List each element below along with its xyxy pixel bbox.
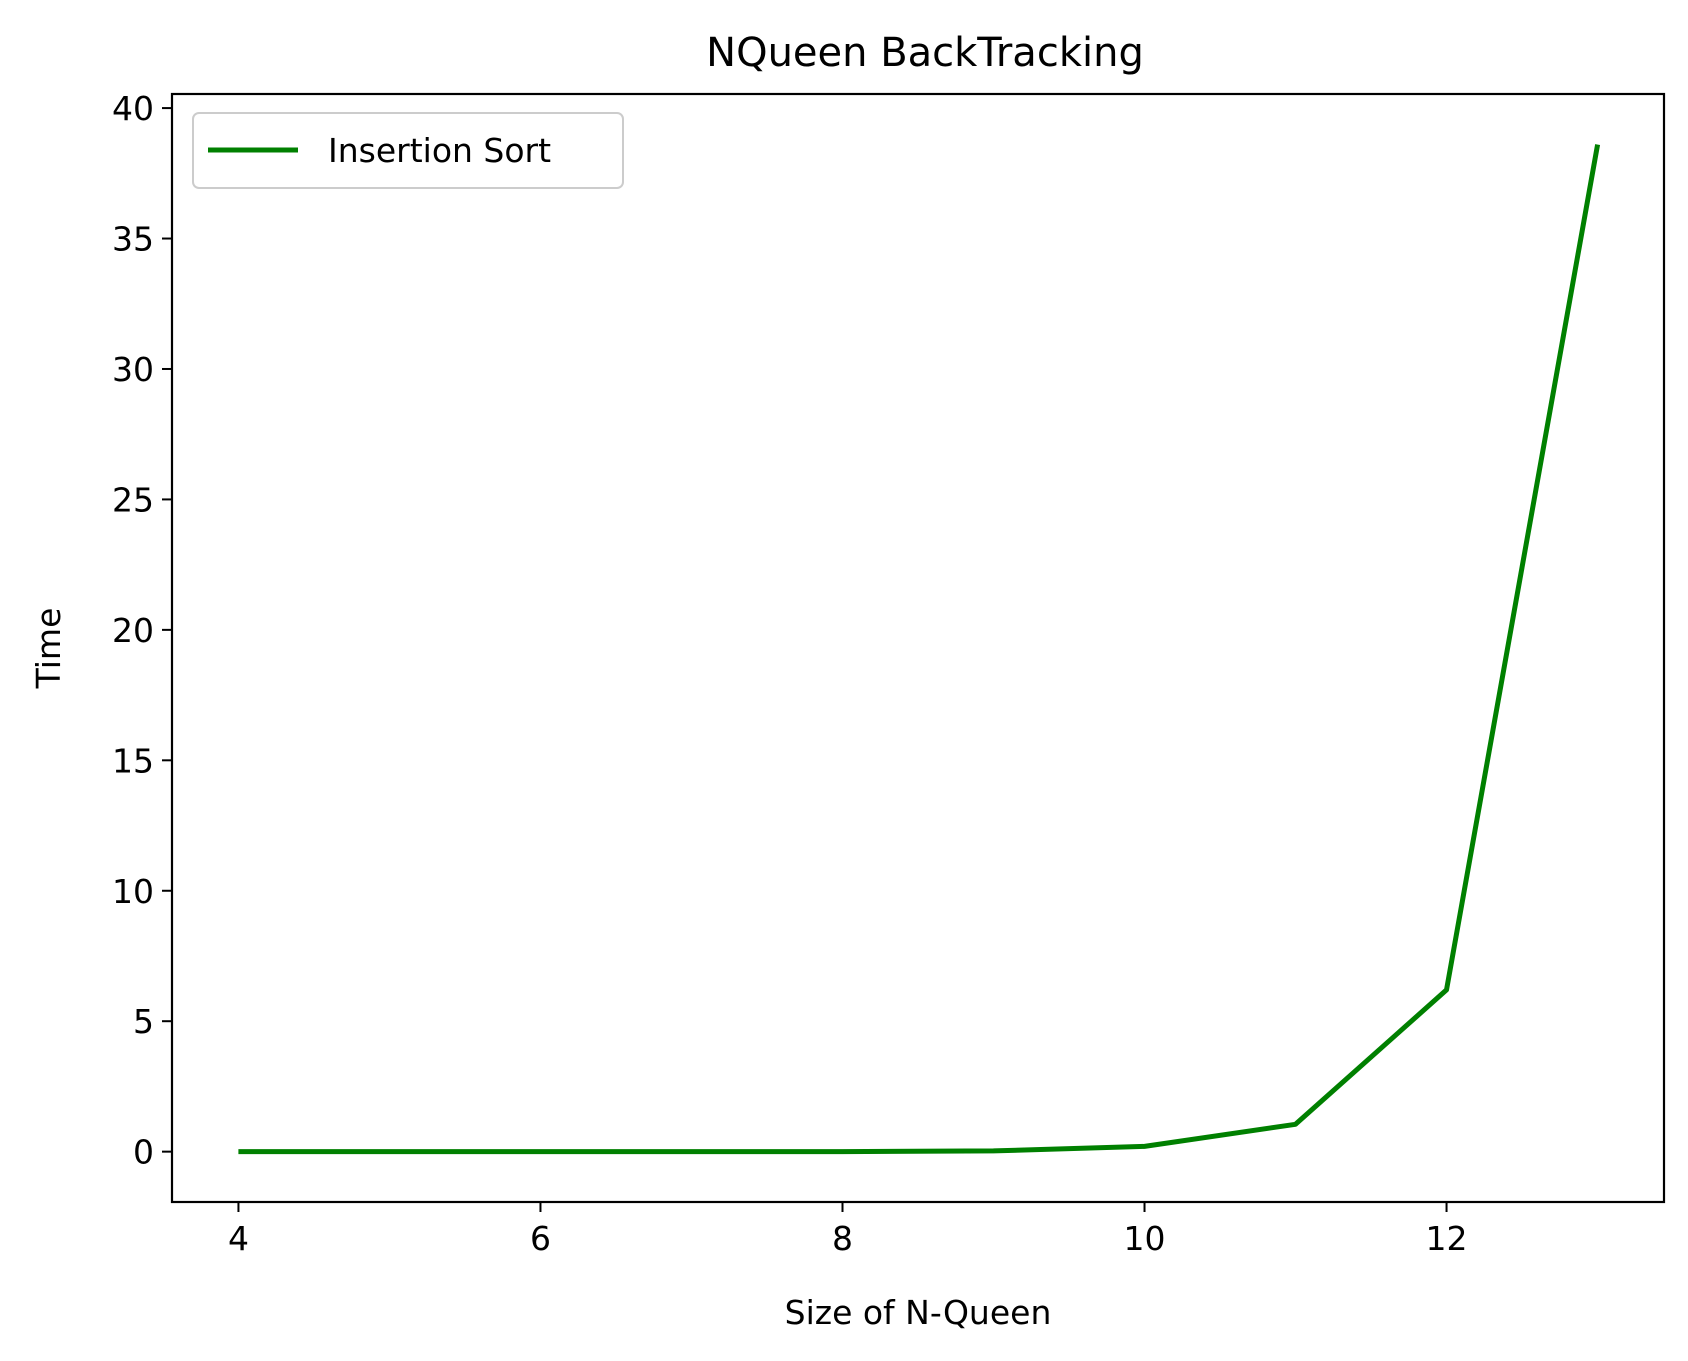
x-tick-label: 10 <box>1124 1219 1166 1258</box>
y-tick-label: 25 <box>112 480 154 519</box>
x-tick-label: 12 <box>1426 1219 1468 1258</box>
y-axis-label: Time <box>29 608 68 690</box>
x-tick-label: 4 <box>228 1219 249 1258</box>
y-tick-label: 10 <box>112 872 154 911</box>
legend: Insertion Sort <box>192 112 624 189</box>
series-layer <box>238 144 1601 1155</box>
chart-title: NQueen BackTracking <box>706 30 1144 76</box>
x-axis-label: Size of N-Queen <box>785 1293 1052 1332</box>
legend-box <box>192 112 624 189</box>
legend-label: Insertion Sort <box>328 131 551 170</box>
y-tick-label: 15 <box>112 741 154 780</box>
y-axis-ticks: 0 5 10 15 20 25 30 35 40 <box>112 89 172 1172</box>
x-tick-label: 8 <box>832 1219 853 1258</box>
y-tick-label: 5 <box>133 1002 154 1041</box>
x-tick-label: 6 <box>530 1219 551 1258</box>
y-tick-label: 40 <box>112 89 154 128</box>
y-tick-label: 35 <box>112 220 154 259</box>
y-tick-label: 30 <box>112 350 154 389</box>
y-tick-label: 0 <box>133 1133 154 1172</box>
x-axis-ticks: 4 6 8 10 12 <box>228 1202 1468 1258</box>
series-line <box>238 144 1601 1155</box>
plot-frame <box>170 92 1666 1204</box>
y-tick-label: 20 <box>112 611 154 650</box>
